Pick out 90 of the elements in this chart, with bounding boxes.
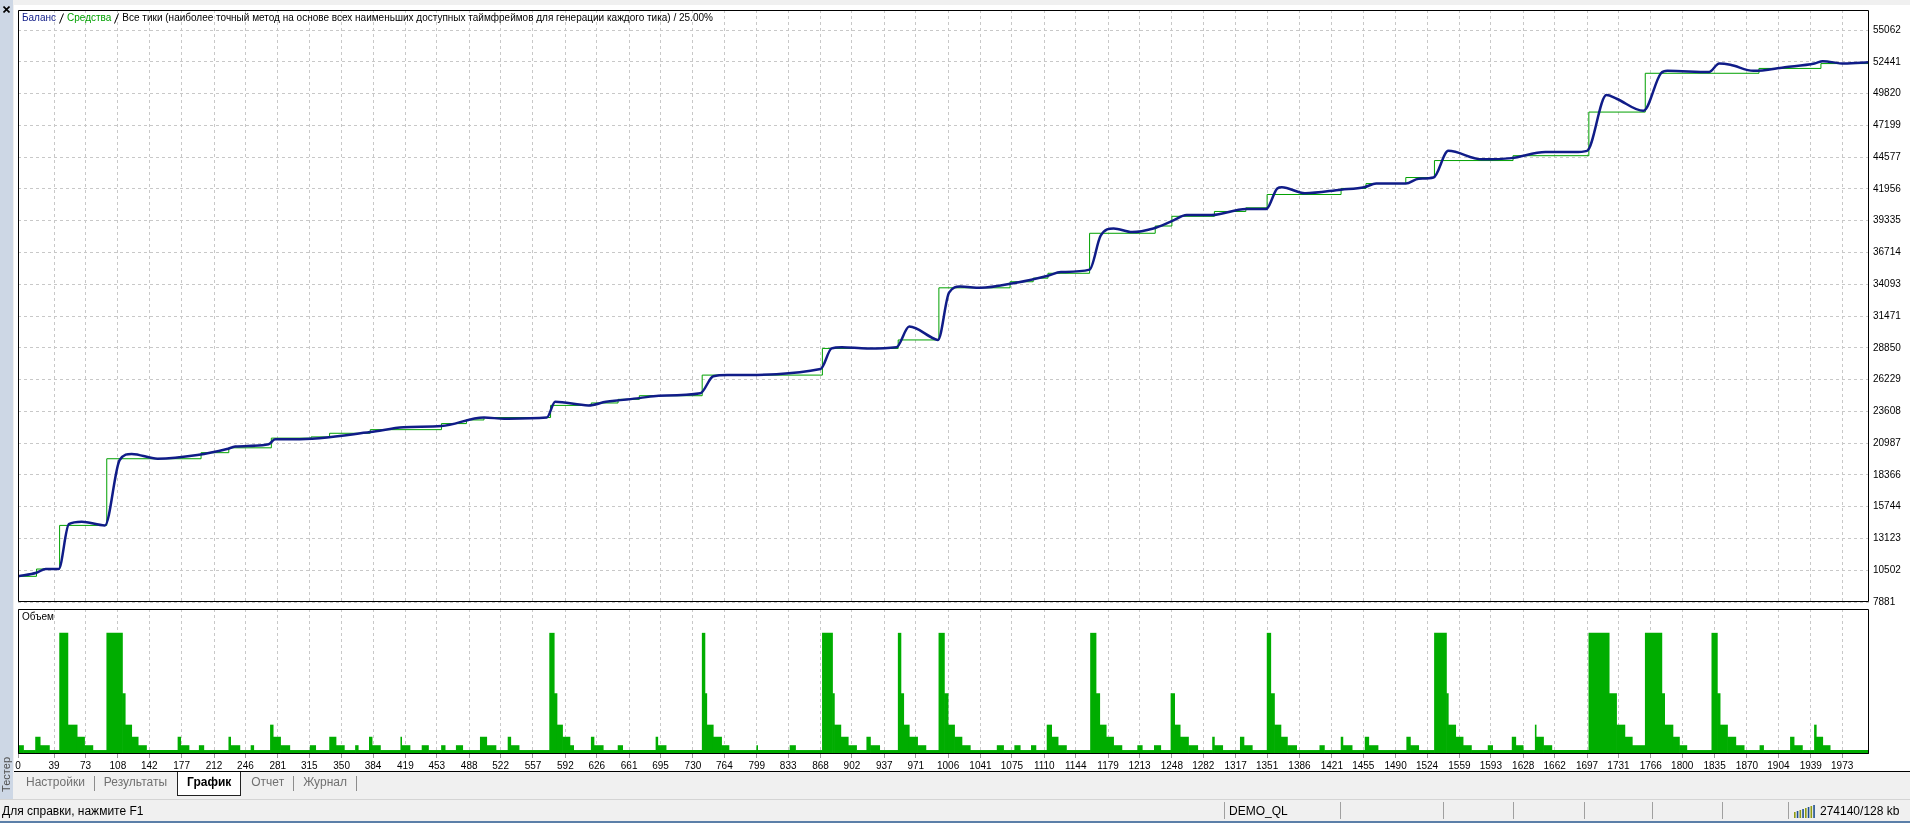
tab-label: Отчет: [251, 774, 285, 791]
x-tick-label: 661: [620, 759, 638, 771]
x-tick-label: 246: [237, 759, 255, 771]
x-tick-label: 1248: [1160, 759, 1184, 771]
y-tick-label: 23608: [1873, 405, 1902, 417]
x-tick-label: 1835: [1703, 759, 1727, 771]
x-tick-label: 1455: [1352, 759, 1375, 771]
text: Средства: [67, 12, 112, 24]
y-tick-label: 28850: [1873, 341, 1902, 353]
x-tick-label: 868: [812, 759, 830, 771]
x-tick-label: 522: [492, 759, 510, 771]
y-tick-label: 47199: [1873, 119, 1902, 131]
y-tick-label: 18366: [1873, 468, 1902, 480]
x-tick-label: 281: [269, 759, 287, 771]
x-tick-label: 799: [748, 759, 766, 771]
chart-title: Объем: [22, 611, 54, 623]
x-tick-label: 488: [460, 759, 478, 771]
x-tick-label: 592: [557, 759, 575, 771]
x-tick-label: 1800: [1671, 759, 1694, 771]
x-tick-label: 1939: [1799, 759, 1823, 771]
x-tick-label: 1386: [1288, 759, 1312, 771]
tab-label: Журнал: [303, 774, 347, 791]
x-tick-label: 384: [364, 759, 382, 771]
x-tick-label: 730: [684, 759, 702, 771]
x-tick-label: 695: [652, 759, 670, 771]
x-tick-label: 350: [333, 759, 351, 771]
x-tick-label: 1041: [969, 759, 993, 771]
x-tick-label: 419: [397, 759, 415, 771]
text: Баланс: [22, 12, 57, 24]
x-tick-label: 108: [109, 759, 127, 771]
x-tick-label: 1351: [1255, 759, 1279, 771]
x-tick-label: 1524: [1415, 759, 1439, 771]
tab-label: Результаты: [103, 774, 168, 791]
y-tick-label: 31471: [1873, 309, 1902, 321]
text: DEMO_QL: [1229, 804, 1288, 818]
text: 274140/128 kb: [1820, 804, 1900, 818]
y-tick-label: 7881: [1873, 595, 1896, 607]
x-tick-label: 1628: [1512, 759, 1535, 771]
x-tick-label: 833: [779, 759, 797, 771]
y-tick-label: 20987: [1873, 436, 1902, 448]
x-tick-label: 1006: [937, 759, 960, 771]
x-tick-label: 1904: [1767, 759, 1790, 771]
x-tick-label: 1697: [1575, 759, 1599, 771]
x-tick-label: 177: [173, 759, 191, 771]
x-tick-label: 626: [588, 759, 606, 771]
y-tick-label: 26229: [1873, 373, 1902, 385]
x-tick-label: 212: [205, 759, 223, 771]
y-tick-label: 52441: [1873, 55, 1902, 67]
x-tick-label: 764: [716, 759, 734, 771]
y-tick-label: 49820: [1873, 87, 1902, 99]
x-tick-label: 902: [843, 759, 861, 771]
x-tick-label: 1593: [1479, 759, 1503, 771]
x-tick-label: 557: [524, 759, 542, 771]
y-tick-label: 41956: [1873, 182, 1902, 194]
y-tick-label: 10502: [1873, 563, 1902, 575]
tab-label: Настройки: [26, 774, 85, 791]
x-tick-label: 1662: [1543, 759, 1567, 771]
y-tick-label: 34093: [1873, 278, 1902, 290]
x-tick-label: 937: [875, 759, 894, 771]
x-tick-label: 1110: [1033, 759, 1056, 771]
text: Тестер: [0, 757, 13, 792]
x-tick-label: 0: [15, 759, 22, 771]
chart-title: Все тики (наиболее точный метод на основе всех наименьших доступных таймфреймов для генерации каждого тика) / 25.00%: [122, 12, 713, 24]
x-tick-label: 971: [907, 759, 925, 771]
x-tick-label: 73: [79, 759, 92, 771]
x-tick-label: 142: [140, 759, 159, 771]
x-tick-label: 1144: [1064, 759, 1087, 771]
x-tick-label: 1766: [1639, 759, 1663, 771]
x-tick-label: 39: [48, 759, 61, 771]
x-tick-label: 1973: [1831, 759, 1854, 771]
y-tick-label: 15744: [1873, 500, 1902, 512]
x-tick-label: 1282: [1192, 759, 1215, 771]
x-tick-label: 1075: [1000, 759, 1024, 771]
x-tick-label: 1731: [1607, 759, 1630, 771]
x-tick-label: 1179: [1097, 759, 1120, 771]
x-tick-label: 1490: [1384, 759, 1408, 771]
x-tick-label: 1317: [1224, 759, 1248, 771]
tab: График: [177, 772, 242, 796]
y-tick-label: 39335: [1873, 214, 1902, 226]
x-tick-label: 1213: [1128, 759, 1152, 771]
y-tick-label: 44577: [1873, 150, 1902, 162]
x-tick-label: 1559: [1448, 759, 1471, 771]
x-tick-label: 453: [428, 759, 446, 771]
y-tick-label: 13123: [1873, 532, 1902, 544]
x-tick-label: 1870: [1735, 759, 1759, 771]
x-tick-label: 1421: [1320, 759, 1344, 771]
text: Для справки, нажмите F1: [2, 804, 144, 818]
y-tick-label: 55062: [1873, 23, 1902, 35]
y-tick-label: 36714: [1873, 246, 1902, 258]
x-tick-label: 315: [300, 759, 319, 771]
